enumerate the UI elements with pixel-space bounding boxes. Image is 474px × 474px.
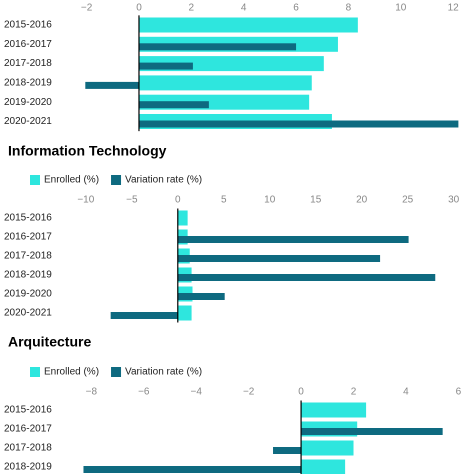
x-tick-label: 2	[189, 3, 195, 14]
y-tick-label: 2016-2017	[4, 424, 52, 435]
y-tick-label: 2018-2019	[4, 462, 52, 473]
x-tick-label: 30	[448, 195, 460, 206]
bar	[83, 466, 302, 473]
bar	[110, 312, 178, 319]
legend-label: Enrolled (%)	[44, 175, 99, 186]
bar	[177, 305, 192, 321]
x-tick-label: 0	[298, 387, 304, 398]
legend-label: Variation rate (%)	[125, 175, 202, 186]
y-tick-label: 2020-2021	[4, 308, 52, 319]
bar	[138, 17, 358, 33]
bar	[138, 101, 209, 109]
x-tick-label: 6	[293, 3, 299, 14]
bar	[138, 75, 312, 91]
x-tick-label: 20	[356, 195, 368, 206]
x-tick-label: 6	[456, 387, 462, 398]
legend-swatch	[30, 367, 40, 377]
x-tick-label: −5	[126, 195, 138, 206]
y-tick-label: 2017-2018	[4, 58, 52, 69]
bar	[177, 210, 188, 226]
bar	[177, 293, 225, 300]
y-tick-label: 2017-2018	[4, 251, 52, 262]
bar	[177, 255, 381, 262]
y-tick-label: 2015-2016	[4, 213, 52, 224]
x-tick-label: 8	[346, 3, 352, 14]
x-tick-label: −4	[191, 387, 203, 398]
bar	[177, 236, 409, 243]
x-tick-label: 0	[136, 3, 142, 14]
y-tick-label: 2015-2016	[4, 20, 52, 31]
x-tick-label: −6	[138, 387, 150, 398]
x-tick-label: −2	[81, 3, 93, 14]
x-tick-label: 10	[264, 195, 276, 206]
y-tick-label: 2016-2017	[4, 39, 52, 50]
x-tick-label: 15	[310, 195, 322, 206]
bar	[138, 62, 193, 70]
x-tick-label: −8	[86, 387, 98, 398]
x-tick-label: 12	[448, 3, 460, 14]
y-tick-label: 2018-2019	[4, 270, 52, 281]
y-tick-label: 2020-2021	[4, 116, 52, 127]
legend-swatch	[111, 367, 122, 377]
x-tick-label: −10	[77, 195, 94, 206]
x-tick-label: −2	[243, 387, 255, 398]
x-tick-label: 5	[221, 195, 227, 206]
bar	[85, 81, 139, 89]
x-tick-label: 0	[175, 195, 181, 206]
legend-label: Enrolled (%)	[44, 367, 99, 378]
chart-title: Information Technology	[8, 143, 167, 159]
y-tick-label: 2015-2016	[4, 405, 52, 416]
y-tick-label: 2018-2019	[4, 78, 52, 89]
bar	[177, 274, 436, 281]
bar	[301, 459, 346, 474]
bar	[138, 43, 297, 51]
legend-swatch	[111, 175, 122, 185]
x-tick-label: 10	[395, 3, 407, 14]
bar	[138, 120, 459, 128]
chart-title: Arquitecture	[8, 334, 91, 350]
bar	[301, 428, 443, 435]
bar	[301, 440, 354, 456]
x-tick-label: 4	[241, 3, 247, 14]
bar	[301, 402, 367, 418]
y-tick-label: 2019-2020	[4, 289, 52, 300]
legend-label: Variation rate (%)	[125, 367, 202, 378]
legend-swatch	[30, 175, 40, 185]
x-tick-label: 25	[402, 195, 414, 206]
x-tick-label: 2	[351, 387, 357, 398]
bar	[273, 447, 302, 454]
x-tick-label: 4	[403, 387, 409, 398]
y-tick-label: 2016-2017	[4, 232, 52, 243]
y-tick-label: 2019-2020	[4, 97, 52, 108]
y-tick-label: 2017-2018	[4, 443, 52, 454]
